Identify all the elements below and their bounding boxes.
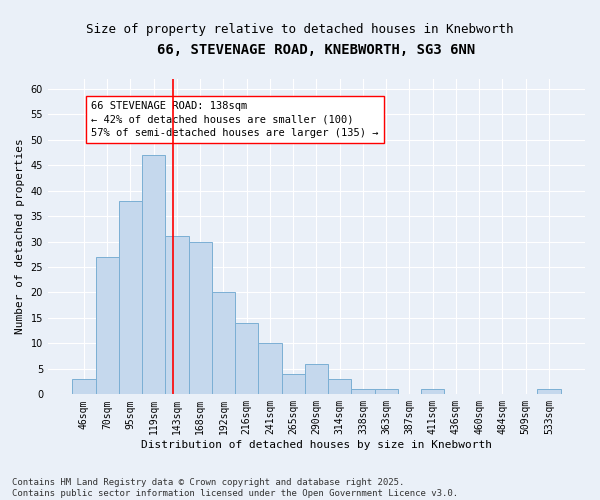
X-axis label: Distribution of detached houses by size in Knebworth: Distribution of detached houses by size …	[141, 440, 492, 450]
Text: 66 STEVENAGE ROAD: 138sqm
← 42% of detached houses are smaller (100)
57% of semi: 66 STEVENAGE ROAD: 138sqm ← 42% of detac…	[91, 102, 379, 138]
Bar	[73, 379, 95, 394]
Bar	[281, 374, 305, 394]
Bar	[352, 389, 374, 394]
Bar	[188, 242, 212, 394]
Bar	[166, 236, 188, 394]
Bar	[142, 155, 166, 394]
Bar	[119, 201, 142, 394]
Bar	[421, 389, 445, 394]
Bar	[95, 257, 119, 394]
Bar	[305, 364, 328, 394]
Bar	[235, 323, 259, 394]
Title: 66, STEVENAGE ROAD, KNEBWORTH, SG3 6NN: 66, STEVENAGE ROAD, KNEBWORTH, SG3 6NN	[157, 42, 476, 56]
Bar	[374, 389, 398, 394]
Bar	[538, 389, 560, 394]
Bar	[259, 344, 281, 394]
Y-axis label: Number of detached properties: Number of detached properties	[15, 138, 25, 334]
Bar	[212, 292, 235, 394]
Text: Size of property relative to detached houses in Knebworth: Size of property relative to detached ho…	[86, 22, 514, 36]
Bar	[328, 379, 352, 394]
Text: Contains HM Land Registry data © Crown copyright and database right 2025.
Contai: Contains HM Land Registry data © Crown c…	[12, 478, 458, 498]
